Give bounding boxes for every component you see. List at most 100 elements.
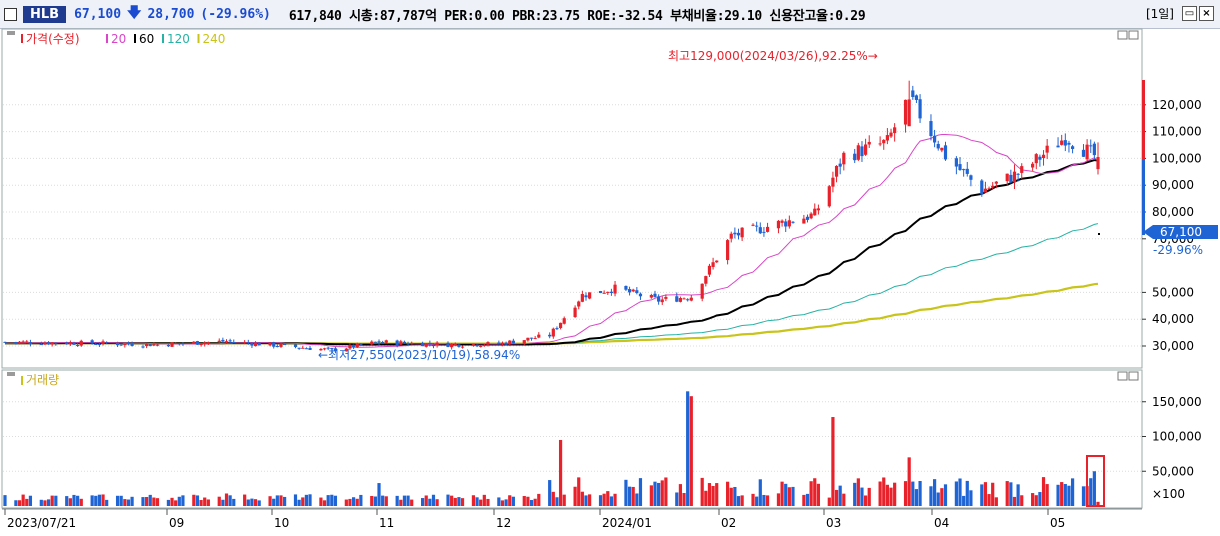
vpane-restore-icon[interactable]: [1117, 371, 1128, 381]
candle-body: [435, 342, 439, 346]
candle-body: [115, 343, 120, 346]
time-axis: 2023/07/21 09 10 11 12 2024/01 02 03 04 05: [4, 509, 1065, 530]
candle-body: [991, 185, 995, 188]
volume-bar: [126, 499, 131, 506]
candle-body: [301, 347, 305, 349]
volume-pane-menu-icon[interactable]: [7, 372, 15, 376]
candle-body: [177, 343, 181, 345]
candle-body: [348, 344, 352, 349]
candle-body: [1056, 145, 1060, 148]
candle-body: [664, 296, 668, 299]
candle-body: [598, 291, 603, 294]
price-pane: [1, 28, 1143, 369]
candle-body: [914, 95, 919, 100]
stock-code[interactable]: HLB: [23, 5, 67, 23]
volume-bar: [279, 495, 283, 506]
candle-body: [715, 260, 719, 263]
volume-bar: [791, 486, 795, 506]
vpane-close-icon[interactable]: [1128, 371, 1139, 381]
price-legend: 가격(수정) 20 60 120 240: [21, 32, 225, 46]
volume-bar: [529, 500, 534, 506]
volume-bar: [322, 500, 327, 506]
candle-body: [155, 344, 160, 346]
volume-bar: [145, 497, 149, 506]
legend-swatch: [134, 34, 136, 43]
candle-body: [268, 342, 272, 346]
volume-bar: [733, 486, 737, 506]
candle-body: [573, 307, 577, 318]
candle-body: [1060, 140, 1064, 145]
volume-bar: [765, 495, 770, 506]
volume-bar: [420, 498, 425, 506]
candle-body: [533, 338, 537, 340]
volume-bar: [776, 493, 781, 506]
candle-body: [399, 341, 403, 345]
volume-bar: [94, 495, 98, 506]
volume-bar: [304, 494, 308, 506]
time-tick-label: 11: [379, 516, 394, 530]
volume-bar: [457, 497, 461, 506]
price-tick-label: 120,000: [1152, 98, 1202, 112]
candle-body: [54, 342, 58, 344]
candle-body: [450, 343, 454, 348]
candle-body: [657, 296, 661, 302]
volume-bar: [351, 497, 356, 506]
volume-bar: [199, 500, 203, 506]
price-tick-label: 30,000: [1152, 339, 1194, 353]
candle-body: [675, 296, 679, 302]
close-icon[interactable]: ×: [1199, 6, 1214, 21]
pane-close-icon[interactable]: [1128, 30, 1139, 40]
candle-body: [969, 175, 973, 180]
volume-bar: [243, 494, 247, 506]
candle-body: [181, 343, 185, 345]
candle-body: [755, 225, 759, 227]
pane-restore-icon[interactable]: [1117, 30, 1128, 40]
candle-body: [878, 143, 882, 145]
volume-bar: [326, 495, 330, 506]
volume-bar: [954, 481, 958, 506]
volume-bar: [14, 500, 18, 506]
volume-bar: [707, 483, 712, 506]
volume-bar: [377, 483, 381, 506]
restore-icon[interactable]: ▭: [1182, 6, 1197, 21]
candle-body: [50, 342, 54, 345]
volume-bar: [1020, 495, 1024, 506]
candle-body: [787, 220, 791, 227]
candle-body: [486, 342, 490, 345]
legend-label: 60: [139, 32, 154, 46]
volume-bar: [410, 499, 414, 506]
volume-bar: [174, 500, 178, 506]
candle-body: [638, 293, 643, 297]
candle-body: [373, 341, 377, 343]
time-tick-label: 12: [496, 516, 511, 530]
candle-body: [395, 340, 399, 345]
candle-body: [838, 163, 842, 167]
volume-bar: [500, 500, 505, 506]
volume-bar: [275, 495, 279, 506]
candle-body: [1096, 157, 1100, 170]
volume-bar: [914, 489, 919, 506]
candle-body: [1020, 166, 1024, 173]
volume-bar: [577, 477, 581, 506]
candle-body: [482, 345, 486, 347]
volume-bar: [609, 496, 614, 506]
volume-bar: [943, 484, 948, 506]
volume-bar: [649, 485, 653, 506]
candle-body: [940, 147, 944, 151]
candle-body: [199, 344, 203, 346]
candle-body: [867, 141, 871, 145]
volume-unit: ×100: [1152, 487, 1185, 501]
candle-body: [780, 220, 784, 223]
period-label[interactable]: [1일]: [1145, 7, 1174, 21]
ma60-line: [5, 159, 1099, 346]
pane-menu-icon[interactable]: [7, 31, 15, 35]
candle-body: [25, 341, 29, 343]
candle-body: [174, 343, 178, 345]
volume-bar: [827, 497, 831, 506]
volume-bar: [1041, 477, 1046, 506]
low-annotation: ←최저27,550(2023/10/19),58.94%: [318, 348, 520, 362]
select-checkbox[interactable]: [4, 7, 17, 21]
candle-body: [983, 188, 988, 193]
candle-body: [526, 337, 530, 341]
volume-bar: [446, 494, 450, 506]
